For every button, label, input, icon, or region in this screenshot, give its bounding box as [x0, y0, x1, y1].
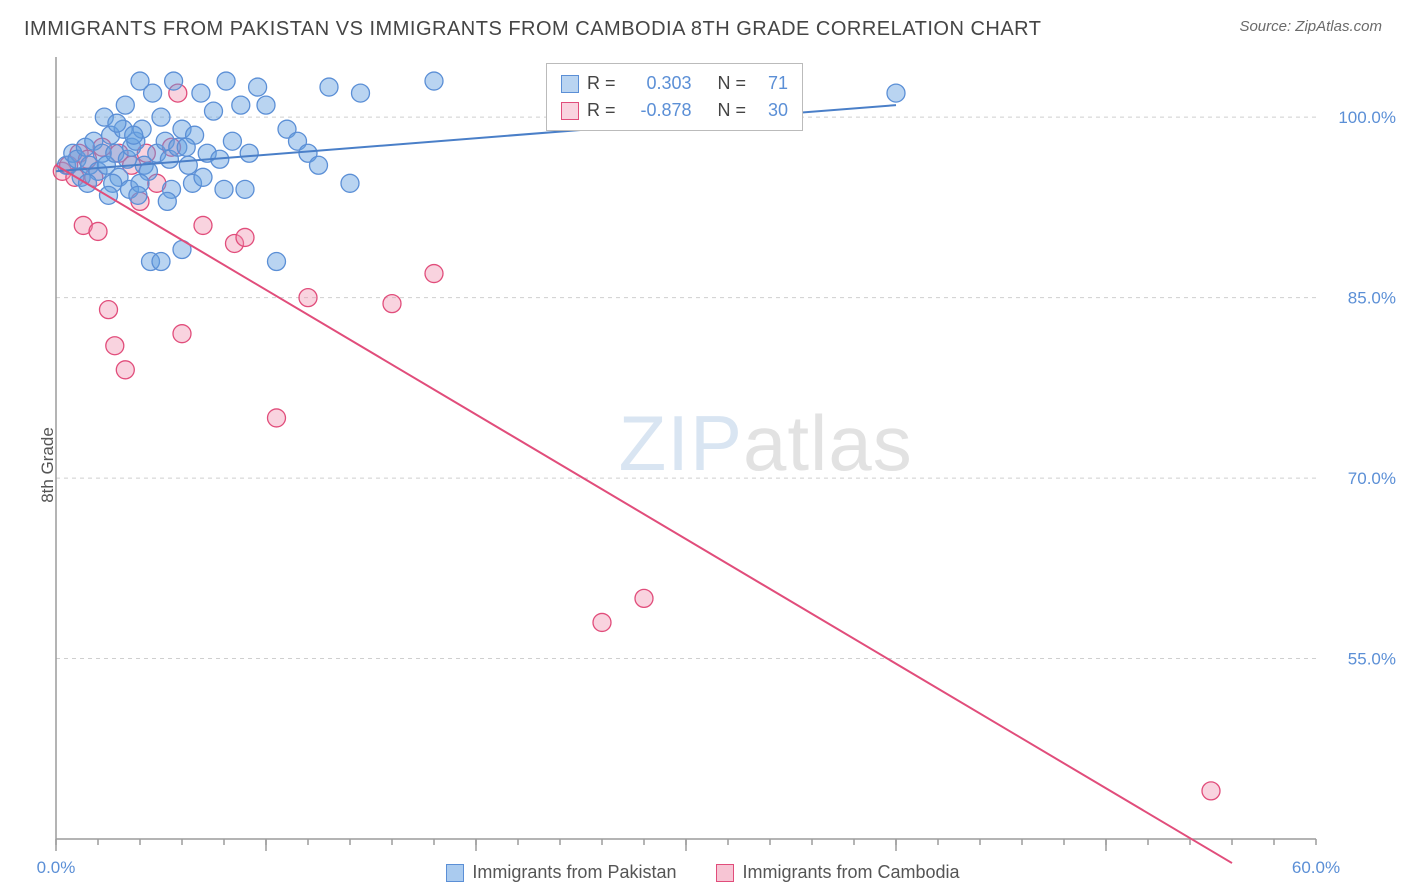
swatch-pakistan: [561, 75, 579, 93]
svg-text:55.0%: 55.0%: [1348, 650, 1396, 669]
stats-row-cambodia: R = -0.878 N = 30: [561, 97, 788, 124]
chart-source: Source: ZipAtlas.com: [1239, 18, 1382, 35]
watermark-thin: atlas: [743, 399, 913, 487]
chart-area: 8th Grade ZIPatlas 100.0% 85.0% 70.0% 55.0%…: [0, 45, 1406, 885]
svg-text:100.0%: 100.0%: [1338, 108, 1396, 127]
svg-text:70.0%: 70.0%: [1348, 469, 1396, 488]
stat-n-label: N =: [718, 70, 747, 97]
chart-title: IMMIGRANTS FROM PAKISTAN VS IMMIGRANTS F…: [24, 18, 1041, 41]
svg-text:85.0%: 85.0%: [1348, 289, 1396, 308]
chart-header: IMMIGRANTS FROM PAKISTAN VS IMMIGRANTS F…: [0, 0, 1406, 45]
legend: Immigrants from Pakistan Immigrants from…: [0, 862, 1406, 883]
watermark: ZIPatlas: [619, 398, 913, 489]
swatch-cambodia: [561, 102, 579, 120]
y-axis-label: 8th Grade: [38, 427, 58, 503]
watermark-bold: ZIP: [619, 399, 743, 487]
stat-n-label: N =: [718, 97, 747, 124]
legend-swatch-cambodia: [716, 864, 734, 882]
legend-item-pakistan: Immigrants from Pakistan: [446, 862, 676, 883]
stat-r-value-pakistan: 0.303: [624, 70, 692, 97]
legend-label-cambodia: Immigrants from Cambodia: [742, 862, 959, 883]
stat-n-value-cambodia: 30: [754, 97, 788, 124]
legend-label-pakistan: Immigrants from Pakistan: [472, 862, 676, 883]
stat-n-value-pakistan: 71: [754, 70, 788, 97]
legend-item-cambodia: Immigrants from Cambodia: [716, 862, 959, 883]
stat-r-label: R =: [587, 70, 616, 97]
stat-r-value-cambodia: -0.878: [624, 97, 692, 124]
legend-swatch-pakistan: [446, 864, 464, 882]
stat-r-label: R =: [587, 97, 616, 124]
stats-box: R = 0.303 N = 71 R = -0.878 N = 30: [546, 63, 803, 131]
stats-row-pakistan: R = 0.303 N = 71: [561, 70, 788, 97]
